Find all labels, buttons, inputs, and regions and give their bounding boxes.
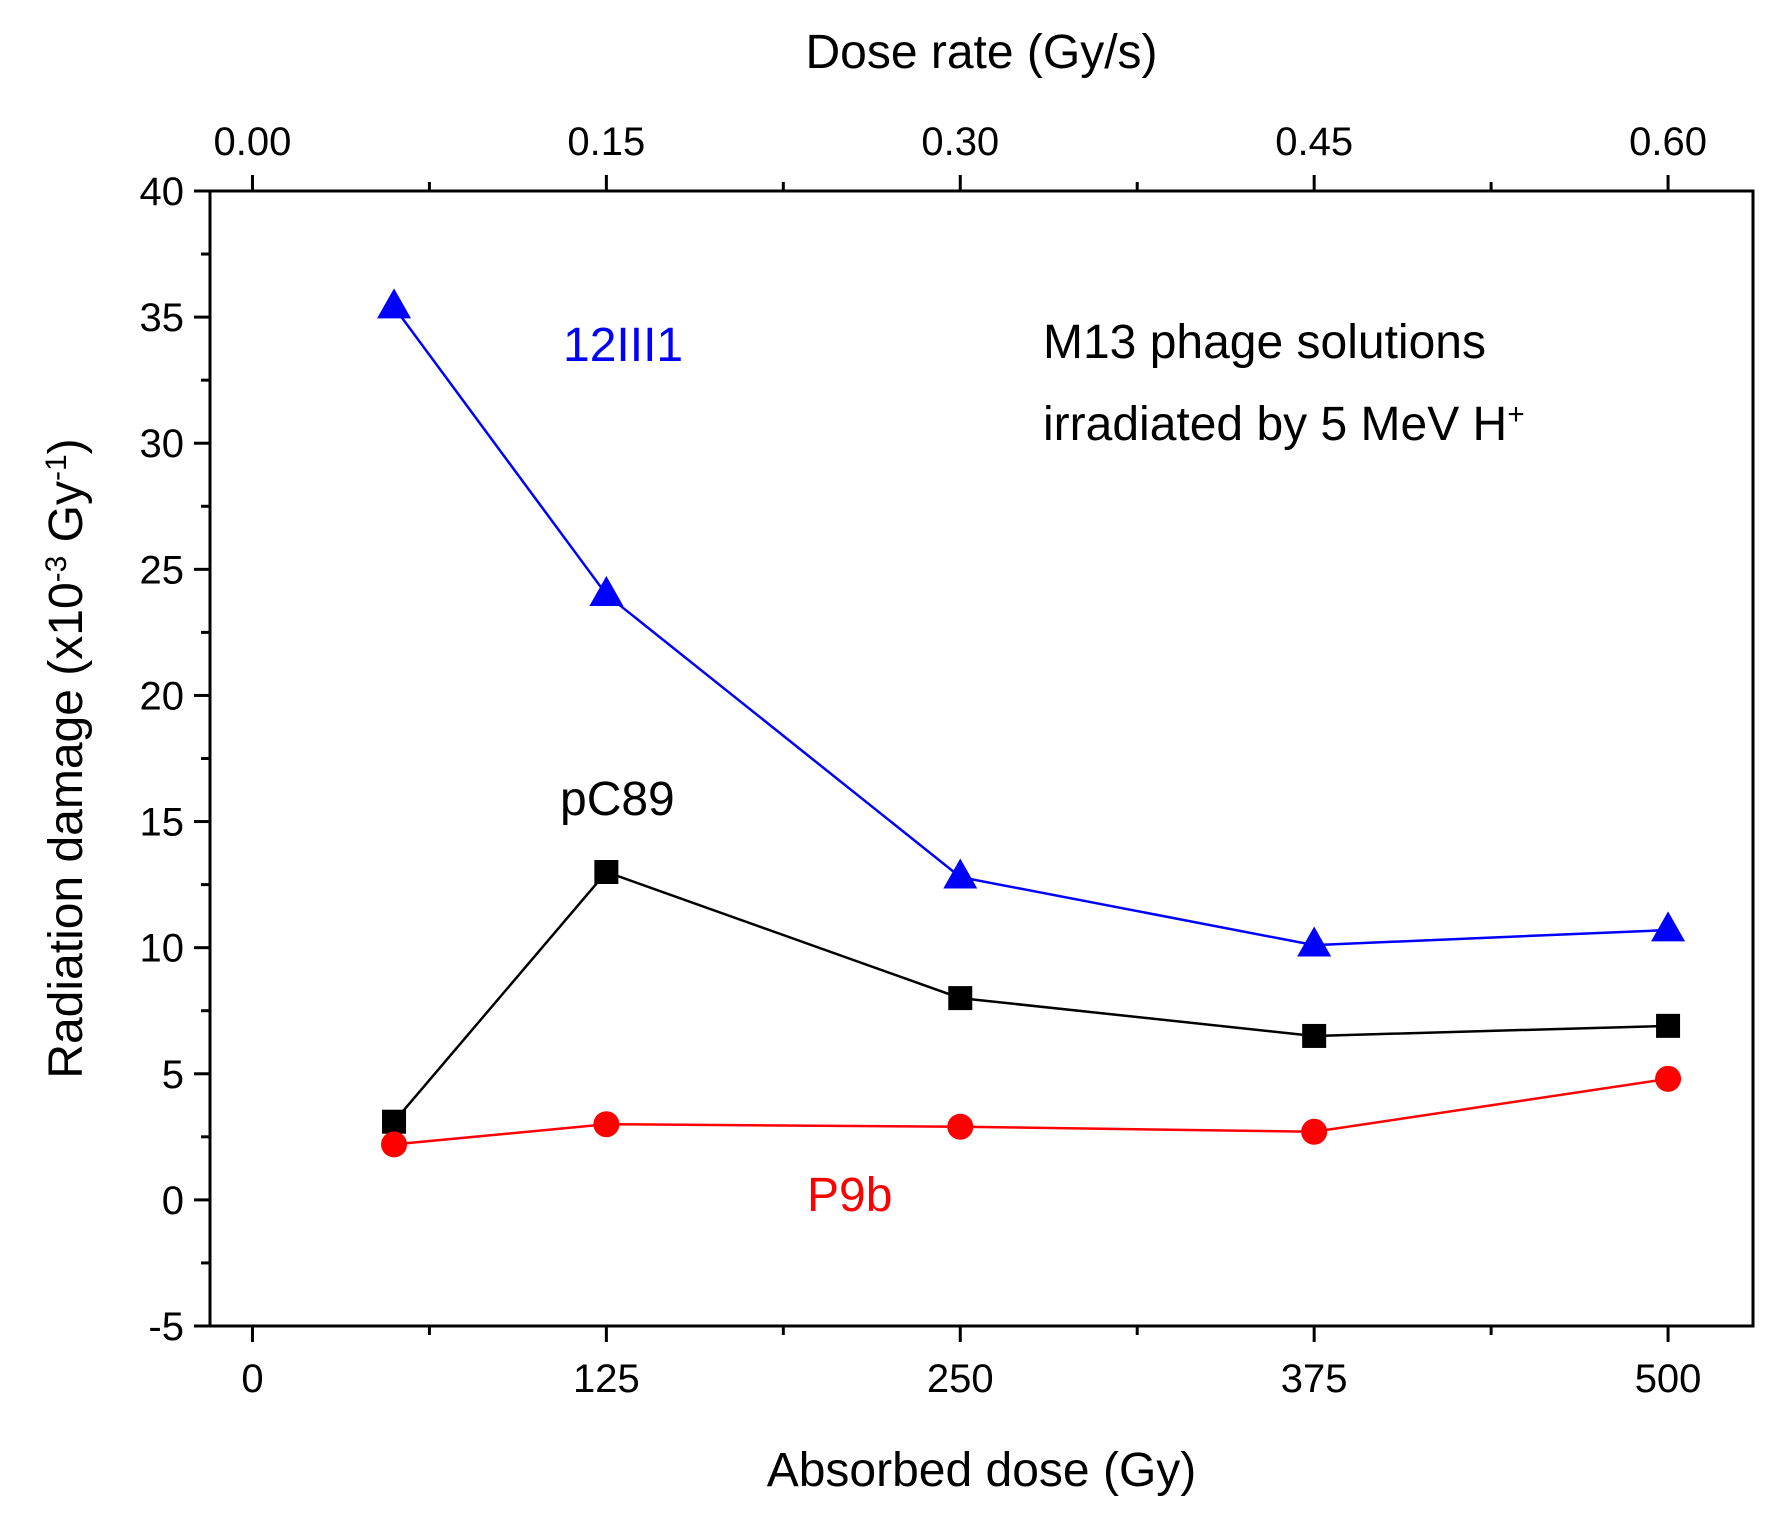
- data-point-pc89: [1656, 1013, 1681, 1038]
- series-line-p9b: [393, 1077, 1669, 1146]
- y-tick-label: 20: [140, 674, 185, 718]
- y-title-prefix: Radiation damage (x10: [40, 582, 93, 1078]
- data-point-p9b: [1655, 1065, 1682, 1092]
- y-tick-label: 15: [140, 801, 185, 845]
- data-point-pc89: [382, 1109, 407, 1134]
- data-point-12iii1: [943, 858, 978, 889]
- y-tick-label: 5: [162, 1053, 184, 1097]
- top-x-axis-title: Dose rate (Gy/s): [805, 26, 1157, 79]
- data-point-pc89: [594, 860, 619, 884]
- y-title-suffix: ): [40, 438, 93, 454]
- ticks: 0 0.00 125 0.15 250 0.30 375 0.45 500 0.60 -5 0 5 10 1…: [140, 120, 1707, 1401]
- x-tick-label: 500: [1635, 1357, 1702, 1401]
- data-point-p9b: [947, 1113, 974, 1140]
- y-tick-label: 30: [140, 422, 185, 466]
- y-tick-label: -5: [148, 1305, 184, 1349]
- x-tick-label: 375: [1281, 1357, 1348, 1401]
- x-tick-label: 0: [241, 1357, 263, 1401]
- data-point-pc89: [1302, 1023, 1327, 1048]
- x-tick-label: 250: [927, 1357, 994, 1401]
- data-point-12iii1: [377, 288, 412, 319]
- annotation-line-1: M13 phage solutions: [1043, 316, 1486, 369]
- annotation-line-2-text: irradiated by 5 MeV H: [1043, 398, 1507, 451]
- data-point-p9b: [381, 1131, 408, 1158]
- data-point-12iii1: [1297, 926, 1332, 957]
- data-point-pc89: [948, 986, 973, 1011]
- data-point-12iii1: [1651, 911, 1686, 942]
- data-point-12iii1: [589, 575, 624, 606]
- series-label-pC89: pC89: [560, 773, 675, 826]
- series-label-P9b: P9b: [807, 1169, 892, 1222]
- y-tick-label: 0: [162, 1179, 184, 1223]
- x2-tick-label: 0.45: [1275, 120, 1353, 164]
- series-p9b: [381, 1065, 1682, 1158]
- y-axis-title: Radiation damage (x10-3 Gy-1): [40, 438, 94, 1078]
- series-line-pc89: [393, 870, 1669, 1123]
- y-title-exp1: -3: [40, 556, 73, 583]
- y-tick-label: 35: [140, 296, 185, 340]
- x2-tick-label: 0.60: [1629, 120, 1707, 164]
- y-title-mid: Gy: [40, 481, 93, 556]
- y-title-exp2: -1: [40, 454, 73, 481]
- annotation-line-2: irradiated by 5 MeV H+: [1043, 398, 1525, 452]
- x2-tick-label: 0.00: [214, 120, 292, 164]
- y-tick-label: 25: [140, 548, 185, 592]
- x-axis-title: Absorbed dose (Gy): [767, 1444, 1197, 1497]
- x2-tick-label: 0.30: [921, 120, 999, 164]
- series-layer: [377, 288, 1686, 1158]
- series-label-12III1: 12III1: [563, 319, 683, 372]
- annotation-superscript: +: [1507, 398, 1525, 431]
- x-tick-label: 125: [573, 1357, 640, 1401]
- x2-tick-label: 0.15: [567, 120, 645, 164]
- series-12iii1: [377, 288, 1686, 957]
- series-pc89: [382, 860, 1681, 1134]
- y-tick-label: 40: [140, 170, 185, 214]
- plot-frame: [208, 189, 1755, 1328]
- y-tick-label: 10: [140, 927, 185, 971]
- data-point-p9b: [593, 1111, 620, 1138]
- data-point-p9b: [1301, 1118, 1328, 1145]
